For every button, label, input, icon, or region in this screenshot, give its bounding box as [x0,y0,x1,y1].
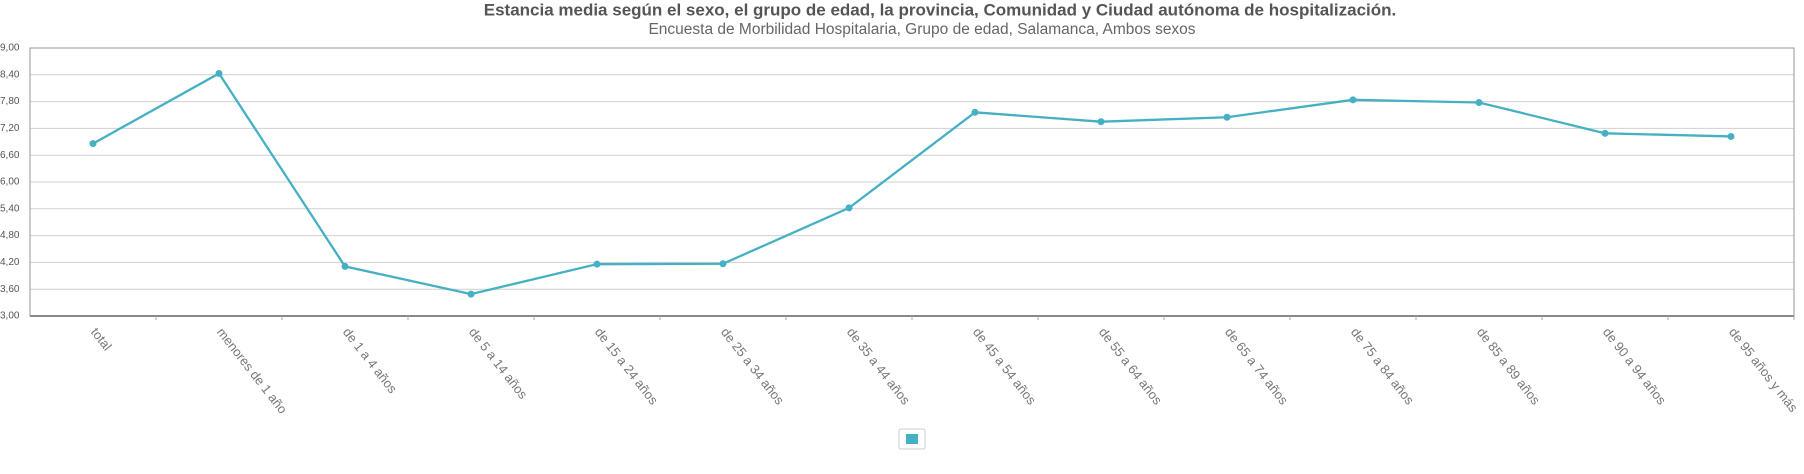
chart-title: Estancia media según el sexo, el grupo d… [484,0,1397,19]
x-tick-label: total [88,325,115,354]
x-tick-label: de 1 a 4 años [340,325,401,397]
data-point [1601,129,1609,137]
x-tick-label: de 95 años y más [1726,325,1801,415]
chart-subtitle: Encuesta de Morbilidad Hospitalaria, Gru… [648,21,1195,38]
x-tick-label: menores de 1 año [214,325,290,417]
y-tick-label: 4,80 [0,230,20,241]
data-point [1727,132,1735,140]
data-point [1349,96,1357,104]
y-tick-label: 3,60 [0,284,20,295]
y-tick-label: 3,00 [0,311,20,322]
legend [898,428,926,450]
data-point [845,204,853,212]
data-point [341,262,349,270]
y-tick-label: 8,40 [0,69,20,80]
data-point [1097,118,1105,126]
data-point [1223,113,1231,121]
data-point [467,290,475,298]
y-tick-label: 7,20 [0,123,20,134]
x-tick-label: de 15 a 24 años [592,325,662,408]
y-tick-label: 7,80 [0,96,20,107]
x-tick-label: de 65 a 74 años [1222,325,1292,408]
x-tick-label: de 5 a 14 años [466,325,531,402]
x-tick-label: de 75 a 84 años [1348,325,1418,408]
x-tick-label: de 85 a 89 años [1474,325,1544,408]
x-tick-label: de 45 a 54 años [970,325,1040,408]
legend-swatch [906,434,918,444]
x-tick-label: de 55 a 64 años [1096,325,1166,408]
data-point [1475,98,1483,106]
x-tick-label: de 25 a 34 años [718,325,788,408]
data-line [92,71,1732,296]
y-tick-label: 5,40 [0,203,20,214]
y-tick-label: 9,00 [0,43,20,54]
x-tick-label: de 35 a 44 años [844,325,914,408]
y-tick-label: 4,20 [0,257,20,268]
data-point [593,260,601,268]
data-point [719,260,727,268]
data-point [89,140,97,148]
y-tick-label: 6,60 [0,150,20,161]
data-point [971,108,979,116]
y-tick-label: 6,00 [0,177,20,188]
x-tick-label: de 90 a 94 años [1600,325,1670,408]
data-point [215,69,223,77]
